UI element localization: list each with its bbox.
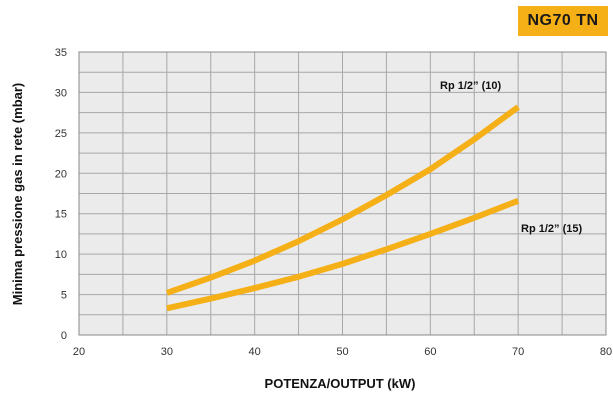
series-line-2 bbox=[166, 197, 520, 312]
model-badge: NG70 TN bbox=[518, 6, 608, 36]
x-tick-label: 20 bbox=[73, 346, 85, 358]
series-lines bbox=[165, 104, 520, 312]
y-tick-label: 15 bbox=[55, 209, 67, 221]
y-tick-label: 10 bbox=[55, 249, 67, 261]
x-axis-label: POTENZA/OUTPUT (kW) bbox=[265, 376, 416, 391]
x-tick-labels: 20 30 40 50 60 70 80 bbox=[73, 346, 612, 358]
y-tick-label: 0 bbox=[61, 330, 67, 342]
x-tick-label: 80 bbox=[600, 346, 612, 358]
y-tick-labels: 0 5 10 15 20 25 30 35 bbox=[55, 47, 67, 342]
series-label-1: Rp 1/2” (10) bbox=[440, 80, 501, 92]
x-tick-label: 30 bbox=[161, 346, 173, 358]
x-tick-label: 50 bbox=[336, 346, 348, 358]
y-tick-label: 30 bbox=[55, 87, 67, 99]
series-line-1 bbox=[165, 104, 520, 296]
x-tick-label: 60 bbox=[424, 346, 436, 358]
x-tick-label: 40 bbox=[249, 346, 261, 358]
y-tick-label: 35 bbox=[55, 47, 67, 59]
y-tick-label: 5 bbox=[61, 290, 67, 302]
series-label-2: Rp 1/2” (15) bbox=[521, 223, 582, 235]
y-tick-label: 20 bbox=[55, 168, 67, 180]
x-tick-label: 70 bbox=[512, 346, 524, 358]
series-labels: Rp 1/2” (10) Rp 1/2” (15) bbox=[440, 80, 582, 235]
y-tick-label: 25 bbox=[55, 128, 67, 140]
plot-frame bbox=[78, 51, 607, 336]
y-axis-label: Minima pressione gas in rete (mbar) bbox=[10, 83, 25, 306]
